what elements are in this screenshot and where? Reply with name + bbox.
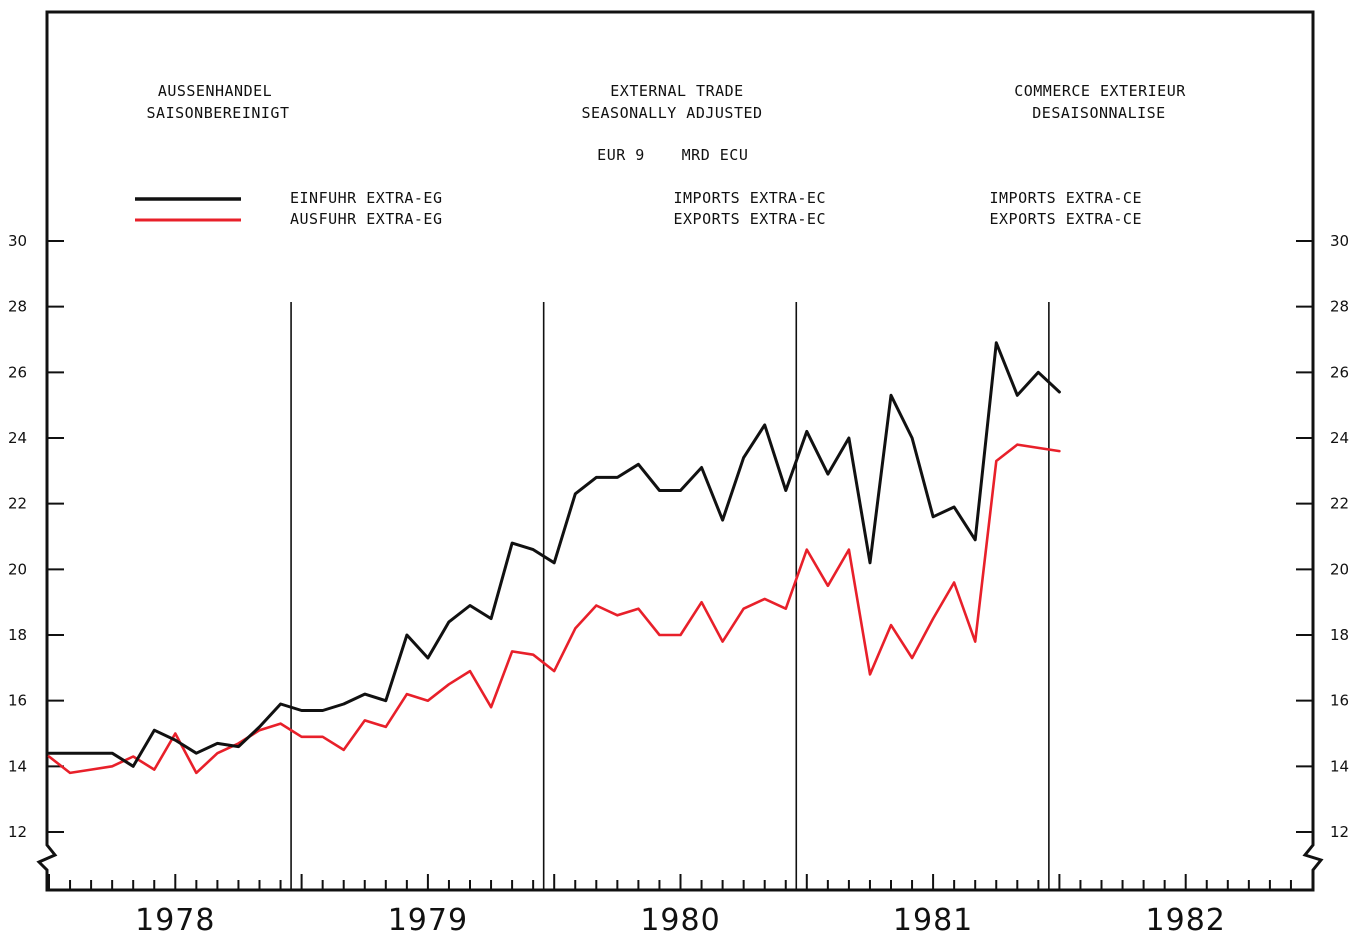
- y-tick-label-right: 30: [1330, 232, 1349, 250]
- y-tick-label-left: 30: [8, 232, 27, 250]
- y-tick-label-right: 20: [1330, 560, 1349, 578]
- title-en: EXTERNAL TRADE: [610, 82, 743, 100]
- y-tick-label-left: 14: [8, 757, 27, 775]
- legend-imports-fr: IMPORTS EXTRA-CE: [990, 189, 1143, 207]
- subtitle-de: SAISONBEREINIGT: [147, 104, 290, 122]
- y-tick-label-left: 26: [8, 363, 27, 381]
- y-tick-label-right: 12: [1330, 823, 1349, 841]
- y-tick-label-left: 28: [8, 298, 27, 316]
- y-tick-label-left: 12: [8, 823, 27, 841]
- series-layer: [47, 341, 1061, 775]
- axes-layer: 12 12 14 14 16 16 18 18 20 20 22 22 24 24 26 26 28 28 30 30…: [8, 232, 1349, 937]
- title-de: AUSSENHANDEL: [158, 82, 272, 100]
- year-dividers: [290, 302, 1050, 890]
- legend-exports-de: AUSFUHR EXTRA-EG: [290, 210, 443, 228]
- y-tick-label-right: 22: [1330, 495, 1349, 513]
- legend-exports-fr: EXPORTS EXTRA-CE: [990, 210, 1143, 228]
- x-year-label: 1982: [1146, 903, 1226, 937]
- plot-frame: [36, 10, 1324, 892]
- y-tick-label-left: 24: [8, 429, 27, 447]
- x-year-label: 1978: [135, 903, 215, 937]
- y-tick-label-right: 26: [1330, 363, 1349, 381]
- unit-label: MRD ECU: [682, 146, 749, 164]
- y-tick-label-right: 16: [1330, 692, 1349, 710]
- y-tick-label-left: 22: [8, 495, 27, 513]
- x-year-label: 1979: [388, 903, 468, 937]
- series-line-imports: [47, 341, 1061, 768]
- legend-exports-en: EXPORTS EXTRA-EC: [674, 210, 827, 228]
- subtitle-fr: DESAISONNALISE: [1032, 104, 1165, 122]
- y-tick-label-right: 28: [1330, 298, 1349, 316]
- y-tick-label-left: 18: [8, 626, 27, 644]
- y-tick-label-right: 24: [1330, 429, 1349, 447]
- series-line-exports: [47, 443, 1061, 775]
- y-tick-label-right: 18: [1330, 626, 1349, 644]
- x-year-label: 1980: [640, 903, 720, 937]
- zone-label: EUR 9: [597, 146, 645, 164]
- x-year-label: 1981: [893, 903, 973, 937]
- subtitle-en: SEASONALLY ADJUSTED: [581, 104, 762, 122]
- title-fr: COMMERCE EXTERIEUR: [1014, 82, 1186, 100]
- y-tick-label-right: 14: [1330, 757, 1349, 775]
- legend-imports-en: IMPORTS EXTRA-EC: [674, 189, 827, 207]
- legend-imports-de: EINFUHR EXTRA-EG: [290, 189, 443, 207]
- y-tick-label-left: 16: [8, 692, 27, 710]
- y-tick-label-left: 20: [8, 560, 27, 578]
